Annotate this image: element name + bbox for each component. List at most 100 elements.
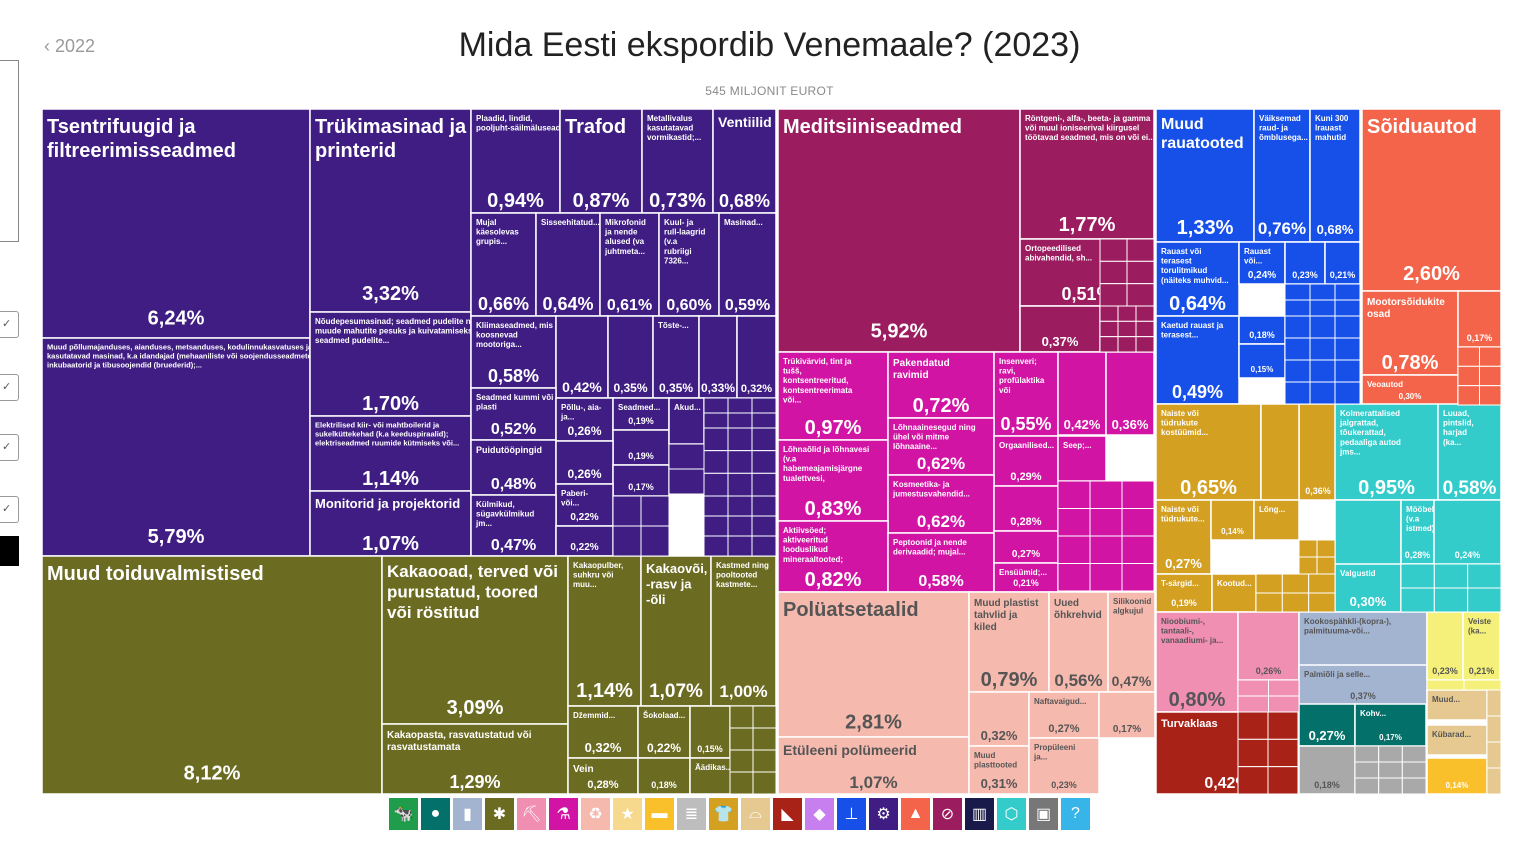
treemap-cell-rect[interactable]: [381, 555, 569, 725]
treemap-cell[interactable]: Seadmed kummi või plasti 0,52%: [470, 387, 557, 441]
treemap-cell[interactable]: Muud toiduvalmistised 8,12%: [41, 555, 383, 795]
treemap-cell[interactable]: 0,36%: [1298, 403, 1338, 501]
treemap-cell-rect[interactable]: [1238, 315, 1286, 345]
treemap-cell-rect[interactable]: [1260, 403, 1300, 501]
treemap-cell[interactable]: Valgustid 0,30%: [1334, 563, 1402, 613]
foodstuffs-icon[interactable]: ▮: [453, 798, 482, 830]
treemap-cell-rect[interactable]: [41, 555, 383, 795]
treemap-cell[interactable]: Kakaopulber, suhkru või muu... 1,14%: [567, 555, 642, 707]
treemap-cell-rect[interactable]: [887, 474, 995, 534]
treemap-cell[interactable]: T-särgid... 0,19%: [1155, 573, 1213, 613]
treemap-cell[interactable]: Trükivärvid, tint ja tušš, kontsentreeritu…: [777, 351, 889, 441]
treemap-cell[interactable]: Naiste või tüdrukute... 0,27%: [1155, 499, 1212, 575]
treemap-cell-rect[interactable]: [1028, 691, 1100, 739]
animal-products-icon[interactable]: 🐄: [389, 798, 418, 830]
treemap-cell[interactable]: Aktiivsöed; aktiveeritud looduslikud minera…: [777, 520, 889, 593]
treemap-cell[interactable]: Muud plastist tahvlid ja kiled 0,79%: [968, 591, 1050, 693]
machinery-icon[interactable]: ⚙: [869, 798, 898, 830]
treemap-cell[interactable]: Seadmed... 0,19%: [612, 397, 670, 431]
treemap-cell-rect[interactable]: [1457, 290, 1502, 348]
transportation-icon[interactable]: ▲: [901, 798, 930, 830]
mineral-products-icon[interactable]: ⛏: [517, 798, 546, 830]
metals-icon[interactable]: ⊥: [837, 798, 866, 830]
treemap-cell-rect[interactable]: [777, 439, 889, 522]
treemap-cell[interactable]: Kakaopasta, rasvatustatud või rasvatustam…: [381, 723, 569, 795]
treemap-cell[interactable]: Ventiilid 0,68%: [712, 108, 777, 214]
treemap-cell[interactable]: Põllu-, aia-ja... 0,26%: [555, 397, 614, 442]
treemap-cell-rect[interactable]: [1155, 315, 1240, 405]
treemap-cell-rect[interactable]: [309, 311, 472, 417]
treemap-cell-rect[interactable]: [1238, 343, 1286, 379]
treemap-cell-rect[interactable]: [1433, 499, 1502, 565]
treemap-cell-rect[interactable]: [567, 705, 639, 759]
treemap-cell[interactable]: Mujal käesolevas grupis... 0,66%: [470, 212, 537, 317]
treemap-cell[interactable]: Naftavaigud... 0,27%: [1028, 691, 1100, 739]
treemap-cell-rect[interactable]: [309, 490, 472, 557]
treemap-cell-rect[interactable]: [777, 108, 1021, 353]
treemap-cell[interactable]: 0,18%: [1238, 315, 1286, 345]
treemap-cell[interactable]: Trafod 0,87%: [559, 108, 643, 214]
treemap-cell[interactable]: Muud rauatooted 1,33%: [1155, 108, 1255, 243]
treemap-cell-rect[interactable]: [41, 337, 311, 557]
treemap-cell[interactable]: 0,18%: [637, 757, 691, 795]
textiles-icon[interactable]: 👕: [709, 798, 738, 830]
treemap-cell[interactable]: 0,21%: [1324, 241, 1361, 285]
treemap-cell[interactable]: Silikoonid algkujul 0,47%: [1107, 591, 1156, 693]
treemap-cell[interactable]: 0,32%: [736, 315, 777, 399]
treemap-cell[interactable]: 0,26%: [1237, 611, 1300, 681]
side-toggle-3[interactable]: ✓: [0, 434, 19, 461]
treemap-cell-rect[interactable]: [1155, 241, 1240, 317]
treemap-cell[interactable]: Mikrofonid ja nende alused (va juhtmeta... 0…: [599, 212, 660, 317]
treemap-cell-rect[interactable]: [1105, 351, 1155, 436]
treemap-cell[interactable]: 0,18%: [1298, 745, 1356, 795]
treemap-cell[interactable]: 0,26%: [555, 440, 614, 485]
treemap-cell[interactable]: Luuad, pintslid, harjad (ka... 0,58%: [1437, 403, 1502, 501]
chemical-products-icon[interactable]: ⚗: [549, 798, 578, 830]
instruments-icon[interactable]: ⊘: [933, 798, 962, 830]
treemap-cell[interactable]: Muud...: [1426, 689, 1488, 721]
side-toggle-2[interactable]: ✓: [0, 374, 19, 401]
treemap-cell-rect[interactable]: [1361, 108, 1502, 292]
treemap-cell[interactable]: Trükimasinad ja printerid 3,32%: [309, 108, 472, 313]
treemap-cell-rect[interactable]: [641, 108, 714, 214]
treemap-cell[interactable]: Kohv... 0,17%: [1354, 703, 1427, 747]
treemap-cell-rect[interactable]: [1354, 703, 1427, 747]
treemap-cell[interactable]: Masinad... 0,59%: [718, 212, 777, 317]
treemap-cell-rect[interactable]: [559, 108, 643, 214]
treemap-cell-rect[interactable]: [555, 483, 614, 527]
treemap-cell[interactable]: Pakendatud ravimid 0,72%: [887, 351, 995, 419]
treemap-cell-rect[interactable]: [968, 591, 1050, 693]
treemap-cell-rect[interactable]: [1298, 703, 1356, 747]
treemap-cell[interactable]: Muud plasttooted 0,31%: [968, 745, 1030, 795]
treemap-cell[interactable]: Polüatsetaalid 2,81%: [777, 591, 970, 738]
arms-icon[interactable]: ▥: [965, 798, 994, 830]
treemap-cell-rect[interactable]: [710, 555, 777, 707]
treemap-cell[interactable]: 0,42%: [1057, 351, 1107, 436]
treemap-cell-rect[interactable]: [607, 315, 654, 399]
treemap-cell[interactable]: Nioobiumi-, tantaali-, vanaadiumi- ja... 0,…: [1155, 611, 1239, 713]
treemap-cell[interactable]: Sõiduautod 2,60%: [1361, 108, 1502, 292]
treemap-cell-rect[interactable]: [599, 212, 660, 317]
treemap-cell[interactable]: Seep;...: [1057, 435, 1107, 482]
treemap-cell[interactable]: Kakaovõi, -rasv ja -õli 1,07%: [640, 555, 712, 707]
treemap-cell[interactable]: Elektrilised kiir- või mahtboilerid ja su…: [309, 415, 472, 492]
treemap-cell-rect[interactable]: [777, 351, 889, 441]
art-icon[interactable]: ▣: [1029, 798, 1058, 830]
treemap-cell-rect[interactable]: [1155, 403, 1262, 501]
treemap-cell-rect[interactable]: [470, 212, 537, 317]
treemap-cell[interactable]: 0,14%: [1426, 757, 1488, 795]
unknown-icon[interactable]: ?: [1061, 798, 1090, 830]
treemap-cell[interactable]: 0,32%: [968, 691, 1030, 747]
treemap-cell[interactable]: Plaadid, lindid, pooljuht-säilmäluseadmed…: [470, 108, 584, 214]
treemap-cell[interactable]: 0,17%: [1098, 691, 1156, 739]
grain-icon[interactable]: ✱: [485, 798, 514, 830]
treemap-cell-rect[interactable]: [567, 555, 642, 707]
treemap-cell[interactable]: Etüleeni polümeerid 1,07%: [777, 736, 970, 795]
treemap-cell-rect[interactable]: [1298, 745, 1356, 795]
treemap-cell[interactable]: Meditsiiniseadmed 5,92%: [777, 108, 1021, 353]
treemap-cell-rect[interactable]: [1426, 724, 1488, 756]
treemap-cell[interactable]: 0,27%: [1298, 703, 1356, 747]
treemap-cell-rect[interactable]: [1253, 499, 1300, 541]
treemap-cell[interactable]: Paberi-või... 0,22%: [555, 483, 614, 527]
treemap-cell-rect[interactable]: [1028, 737, 1100, 795]
